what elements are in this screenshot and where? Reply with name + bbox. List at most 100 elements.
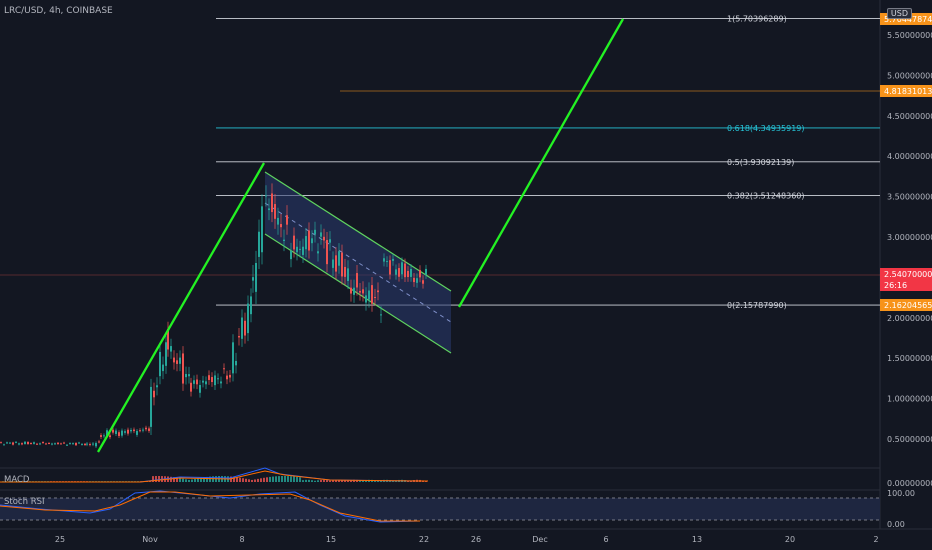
macd-bar bbox=[149, 481, 151, 482]
macd-bar bbox=[392, 480, 394, 482]
macd-signal-line bbox=[0, 470, 428, 483]
candle-body bbox=[413, 277, 415, 283]
price-axis-tick: 5.00000000 bbox=[887, 71, 932, 80]
candle-body bbox=[401, 262, 403, 275]
time-axis-tick: 20 bbox=[785, 535, 795, 544]
macd-bar bbox=[266, 477, 268, 482]
macd-label: MACD bbox=[4, 475, 30, 485]
candle-body bbox=[188, 374, 190, 377]
candle-body bbox=[60, 443, 62, 445]
candle-body bbox=[9, 442, 11, 444]
candle-body bbox=[317, 251, 319, 254]
candle-body bbox=[136, 430, 138, 435]
candle-body bbox=[416, 278, 418, 283]
candle-body bbox=[89, 444, 91, 446]
macd-bar bbox=[377, 480, 379, 482]
currency-badge[interactable]: USD bbox=[886, 8, 912, 19]
candle-body bbox=[395, 269, 397, 275]
candle-body bbox=[308, 230, 310, 251]
channel-fill bbox=[265, 172, 451, 353]
candle-body bbox=[63, 442, 65, 444]
candle-body bbox=[404, 263, 406, 278]
candle-body bbox=[81, 443, 83, 445]
macd-bar bbox=[353, 479, 355, 482]
macd-bar bbox=[152, 476, 154, 482]
candle-body bbox=[86, 443, 88, 445]
candle-body bbox=[156, 385, 158, 388]
candle-body bbox=[48, 442, 50, 444]
price-axis-tick: 5.50000000 bbox=[887, 31, 932, 40]
candle-body bbox=[232, 342, 234, 374]
macd-bar bbox=[251, 479, 253, 482]
time-axis-tick: 15 bbox=[326, 535, 336, 544]
candle-body bbox=[271, 193, 273, 213]
macd-bar bbox=[326, 480, 328, 482]
macd-bar bbox=[245, 478, 247, 482]
macd-bar bbox=[200, 477, 202, 482]
candle-body bbox=[196, 379, 198, 385]
macd-bar bbox=[293, 476, 295, 482]
stoch-band bbox=[0, 498, 880, 520]
time-axis-tick: 26 bbox=[471, 535, 481, 544]
candle-body bbox=[95, 442, 97, 447]
candle-body bbox=[383, 258, 385, 262]
macd-bar bbox=[314, 480, 316, 482]
candle-body bbox=[185, 373, 187, 378]
fib-level-label: 0(2.15787990) bbox=[727, 301, 787, 310]
macd-bar bbox=[275, 476, 277, 482]
macd-bar bbox=[242, 478, 244, 482]
macd-bar bbox=[257, 478, 259, 482]
macd-bar bbox=[176, 477, 178, 482]
resistance-price-tag: 4.81831013 bbox=[884, 87, 932, 96]
candle-body bbox=[380, 314, 382, 316]
macd-bar bbox=[362, 480, 364, 482]
macd-bar bbox=[260, 478, 262, 482]
candle-body bbox=[392, 258, 394, 261]
candle-body bbox=[277, 217, 279, 225]
candle-body bbox=[223, 368, 225, 370]
time-axis-tick: 8 bbox=[239, 535, 244, 544]
candle-body bbox=[368, 290, 370, 300]
macd-bar bbox=[155, 476, 157, 482]
candle-body bbox=[100, 435, 102, 437]
candle-body bbox=[425, 268, 427, 275]
trend-line-up bbox=[97, 162, 265, 453]
candle-body bbox=[341, 252, 343, 277]
candle-body bbox=[109, 435, 111, 438]
candle-body bbox=[314, 229, 316, 235]
candle-body bbox=[338, 251, 340, 266]
candle-body bbox=[323, 236, 325, 241]
current-price-tag: 2.54070000 bbox=[884, 270, 932, 279]
candle-body bbox=[238, 336, 240, 338]
candle-body bbox=[54, 443, 56, 445]
candle-body bbox=[422, 280, 424, 284]
candle-body bbox=[66, 444, 68, 446]
candle-body bbox=[72, 443, 74, 445]
price-axis-tick: 3.50000000 bbox=[887, 193, 932, 202]
candle-body bbox=[33, 442, 35, 444]
candle-body bbox=[75, 442, 77, 446]
price-axis-tick: 1.00000000 bbox=[887, 395, 932, 404]
macd-bar bbox=[236, 477, 238, 482]
macd-bar bbox=[290, 476, 292, 482]
macd-bar bbox=[350, 480, 352, 482]
price-axis-tick: 0.50000000 bbox=[887, 435, 932, 444]
resistance-price-tag-bg bbox=[880, 85, 932, 97]
macd-bar bbox=[287, 476, 289, 482]
candle-body bbox=[311, 238, 313, 244]
candle-body bbox=[265, 195, 267, 197]
candle-body bbox=[69, 443, 71, 445]
macd-bar bbox=[356, 479, 358, 482]
macd-bar bbox=[233, 476, 235, 482]
macd-bar bbox=[374, 480, 376, 482]
candle-body bbox=[106, 430, 108, 436]
fib-zero-price-tag-bg bbox=[880, 299, 932, 311]
candle-body bbox=[386, 261, 388, 263]
candle-body bbox=[78, 442, 80, 444]
candle-body bbox=[176, 360, 178, 364]
candle-body bbox=[329, 239, 331, 243]
candle-body bbox=[182, 353, 184, 384]
candle-body bbox=[199, 385, 201, 393]
macd-bar bbox=[194, 478, 196, 482]
